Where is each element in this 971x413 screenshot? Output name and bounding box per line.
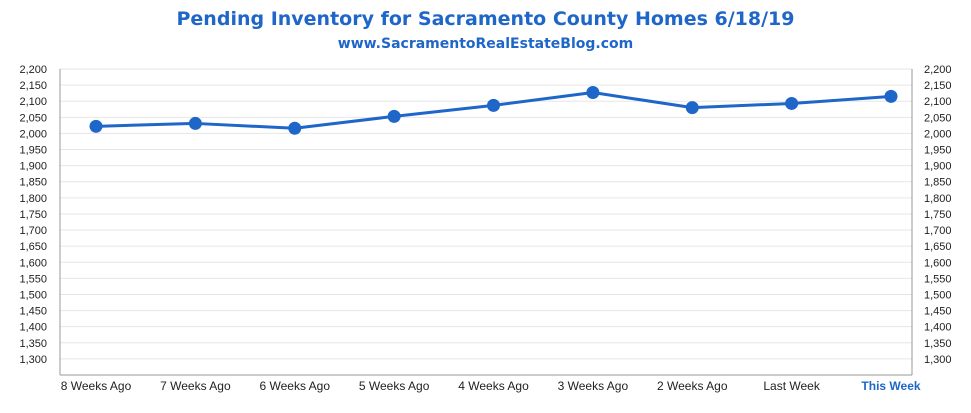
y-tick-label-right: 1,500 bbox=[924, 289, 952, 301]
chart-subtitle: www.SacramentoRealEstateBlog.com bbox=[337, 36, 634, 52]
y-tick-label-right: 2,200 bbox=[924, 64, 952, 76]
x-tick-label: This Week bbox=[861, 379, 920, 393]
x-axis-labels: 8 Weeks Ago 7 Weeks Ago 6 Weeks Ago 5 Weeks… bbox=[61, 379, 921, 393]
data-point bbox=[487, 98, 500, 112]
y-tick-label-left: 1,750 bbox=[19, 209, 47, 221]
y-tick-label-right: 1,700 bbox=[924, 225, 952, 237]
y-tick-label-left: 1,350 bbox=[19, 338, 47, 350]
data-point bbox=[685, 101, 699, 115]
y-tick-label-left: 1,600 bbox=[19, 257, 47, 269]
data-point bbox=[785, 96, 799, 110]
y-tick-label-left: 2,200 bbox=[19, 64, 47, 76]
x-tick-label: 6 Weeks Ago bbox=[260, 379, 331, 393]
y-tick-label-right: 1,800 bbox=[924, 193, 952, 205]
y-tick-label-left: 1,500 bbox=[19, 289, 47, 301]
y-tick-label-right: 1,850 bbox=[924, 177, 952, 189]
x-tick-label: 4 Weeks Ago bbox=[458, 379, 529, 393]
x-tick-label: 2 Weeks Ago bbox=[657, 379, 728, 393]
y-tick-label-left: 1,900 bbox=[19, 161, 47, 173]
x-tick-label: 8 Weeks Ago bbox=[61, 379, 132, 393]
y-tick-label-right: 1,900 bbox=[924, 161, 952, 173]
y-tick-label-right: 1,350 bbox=[924, 338, 952, 350]
gridlines bbox=[60, 68, 912, 360]
x-tick-label: Last Week bbox=[763, 379, 820, 393]
y-tick-label-left: 2,150 bbox=[19, 80, 47, 92]
data-point bbox=[884, 89, 898, 103]
y-tick-label-right: 1,950 bbox=[924, 145, 952, 157]
data-point bbox=[188, 116, 202, 130]
y-tick-label-left: 1,850 bbox=[19, 177, 47, 189]
data-point bbox=[89, 119, 103, 133]
y-tick-label-right: 1,750 bbox=[924, 209, 952, 221]
axes bbox=[59, 69, 913, 376]
y-tick-label-left: 2,100 bbox=[19, 96, 47, 108]
y-tick-label-right: 2,100 bbox=[924, 96, 952, 108]
data-point bbox=[586, 86, 600, 100]
y-tick-label-right: 1,450 bbox=[924, 306, 952, 318]
series-pending-inventory bbox=[89, 86, 898, 135]
y-tick-label-right: 2,000 bbox=[924, 128, 952, 140]
y-tick-label-right: 1,550 bbox=[924, 273, 952, 285]
x-tick-label: 5 Weeks Ago bbox=[359, 379, 430, 393]
y-tick-label-left: 1,400 bbox=[19, 322, 47, 334]
y-tick-label-right: 2,050 bbox=[924, 112, 952, 124]
y-tick-label-right: 2,150 bbox=[924, 80, 952, 92]
y-axis-left-labels: 1,300 1,350 1,400 1,450 1,500 1,550 1,600 1,650… bbox=[19, 64, 47, 366]
y-tick-label-left: 1,950 bbox=[19, 145, 47, 157]
x-tick-label: 3 Weeks Ago bbox=[558, 379, 629, 393]
x-tick-label: 7 Weeks Ago bbox=[160, 379, 231, 393]
y-tick-label-left: 1,800 bbox=[19, 193, 47, 205]
y-axis-right-labels: 1,300 1,350 1,400 1,450 1,500 1,550 1,600 1,650… bbox=[924, 64, 952, 366]
y-tick-label-right: 1,300 bbox=[924, 354, 952, 366]
y-tick-label-right: 1,650 bbox=[924, 241, 952, 253]
y-tick-label-right: 1,600 bbox=[924, 257, 952, 269]
data-point bbox=[288, 121, 302, 135]
y-tick-label-left: 2,000 bbox=[19, 128, 47, 140]
y-tick-label-right: 1,400 bbox=[924, 322, 952, 334]
y-tick-label-left: 1,550 bbox=[19, 273, 47, 285]
y-tick-label-left: 1,450 bbox=[19, 306, 47, 318]
y-tick-label-left: 1,300 bbox=[19, 354, 47, 366]
y-tick-label-left: 1,650 bbox=[19, 241, 47, 253]
y-tick-label-left: 1,700 bbox=[19, 225, 47, 237]
chart-title: Pending Inventory for Sacramento County … bbox=[176, 8, 795, 30]
data-point bbox=[387, 109, 401, 123]
y-tick-label-left: 2,050 bbox=[19, 112, 47, 124]
